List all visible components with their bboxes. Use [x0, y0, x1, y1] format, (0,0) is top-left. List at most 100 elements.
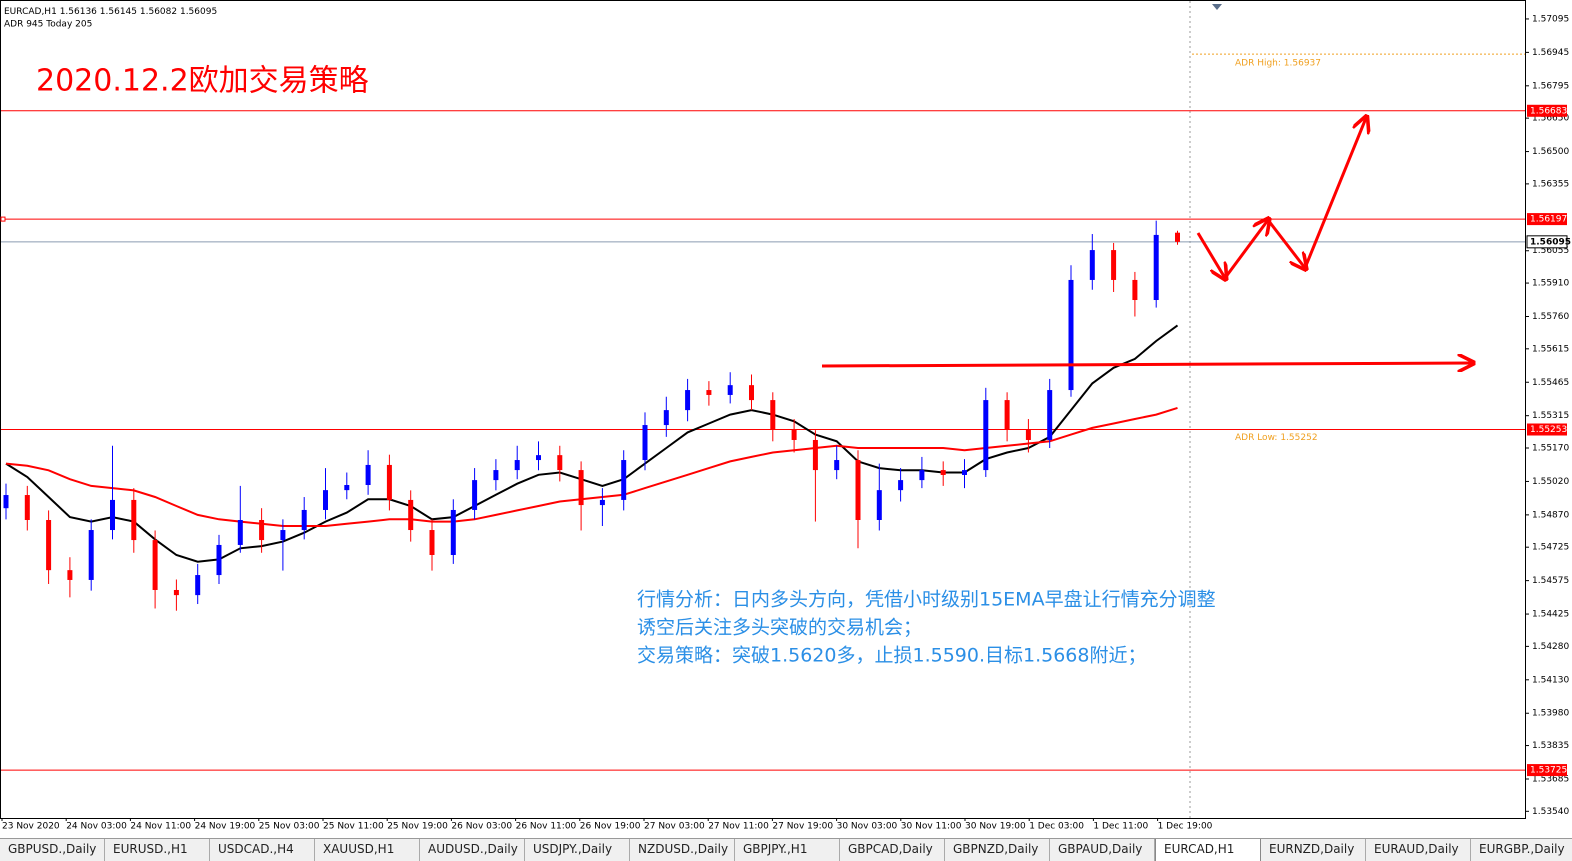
y-tick-label: 1.55910 [1532, 279, 1569, 289]
symbol-tab[interactable]: EURAUD,Daily [1366, 839, 1471, 861]
candle-body [216, 544, 222, 576]
scenario-leg [1266, 219, 1305, 268]
symbol-tab[interactable]: EURNZD,Daily [1261, 839, 1366, 861]
last-close: 1.56095 [180, 7, 217, 17]
candle-body [727, 385, 733, 395]
candle-body [1132, 279, 1138, 301]
candle-body [749, 385, 754, 401]
candle-body [280, 530, 286, 541]
x-tick-label: 26 Nov 19:00 [580, 822, 641, 832]
candle-body [706, 390, 712, 395]
header-symbol: EURCAD,H1 1.56136 1.56145 1.56082 1.5609… [4, 7, 217, 17]
y-tick-label: 1.55315 [1532, 411, 1569, 421]
candle-body [131, 499, 137, 541]
y-tick-label: 1.56945 [1532, 48, 1569, 58]
candle-body [173, 589, 179, 596]
scenario-leg [1223, 220, 1268, 279]
level-label: 1.55253 [1530, 425, 1567, 435]
candle-body [876, 490, 882, 520]
candle-body [344, 485, 350, 491]
symbol-tab[interactable]: USDCAD.,H4 [210, 839, 315, 861]
candle-body [301, 509, 307, 531]
level-label-bg [1527, 423, 1567, 436]
candle-body [940, 470, 946, 475]
x-tick-label: 26 Nov 03:00 [451, 822, 512, 832]
level-label-bg [1527, 764, 1567, 777]
x-tick-label: 25 Nov 19:00 [387, 822, 448, 832]
x-tick-label: 27 Nov 11:00 [708, 822, 769, 832]
x-tick-label: 24 Nov 19:00 [195, 822, 256, 832]
candle-body [237, 519, 243, 545]
candle-body [962, 470, 967, 475]
x-tick-label: 30 Nov 11:00 [901, 822, 962, 832]
candle-body [578, 470, 584, 506]
candle-body [3, 495, 9, 509]
analysis-line: 交易策略：突破1.5620多，止损1.5590.目标1.5668附近； [637, 645, 1147, 667]
symbol-tab[interactable]: EURUSD.,H1 [105, 839, 210, 861]
y-tick-label: 1.53685 [1532, 774, 1569, 784]
analysis-line: 行情分析：日内多头方向，凭借小时级别15EMA早盘让行情充分调整 [637, 589, 1216, 611]
candle-body [1004, 400, 1010, 430]
last-open: 1.56136 [60, 7, 97, 17]
x-tick-label: 27 Nov 19:00 [772, 822, 833, 832]
x-tick-label: 25 Nov 11:00 [323, 822, 384, 832]
y-tick-label: 1.54575 [1532, 576, 1569, 586]
candle-body [24, 495, 30, 520]
level-label-bg [1527, 104, 1567, 117]
level-label-bg [1527, 213, 1567, 226]
y-tick-label: 1.53980 [1532, 709, 1569, 719]
candle-body [1047, 390, 1053, 440]
candle-body [599, 499, 605, 506]
scenario-leg [1196, 232, 1225, 278]
symbol-tab[interactable]: GBPNZD,Daily [945, 839, 1050, 861]
x-tick-label: 27 Nov 03:00 [644, 822, 705, 832]
y-tick-label: 1.56055 [1532, 246, 1569, 256]
candle-body [67, 570, 73, 580]
breakout-arrow [821, 363, 1472, 366]
candle-body [791, 429, 797, 440]
symbol-tab[interactable]: GBPUSD.,Daily [0, 839, 105, 861]
chart: ADR High: 1.56937 ADR Low: 1.55252 EURCAD… [0, 0, 1571, 832]
candle-body [557, 455, 563, 471]
symbol-tab[interactable]: GBPCAD,Daily [840, 839, 945, 861]
symbol-tab[interactable]: NZDUSD.,Daily [630, 839, 735, 861]
candle-body [408, 499, 414, 531]
current-price-bg [1526, 235, 1568, 249]
symbol-tab[interactable]: XAUUSD,H1 [315, 839, 420, 861]
symbol-tabs: GBPUSD.,Daily EURUSD.,H1 USDCAD.,H4 XAUUSD,… [0, 838, 1572, 861]
candle-body [46, 519, 52, 571]
candle-body [195, 575, 201, 596]
adr-high-label: ADR High: 1.56937 [1235, 59, 1321, 69]
y-tick-label: 1.56650 [1532, 114, 1569, 124]
candle-body [621, 460, 627, 500]
candle-body [898, 480, 904, 491]
x-tick-label: 25 Nov 03:00 [259, 822, 320, 832]
scenario-path [1196, 118, 1366, 279]
x-tick-label: 1 Dec 11:00 [1093, 822, 1148, 832]
y-tick-label: 1.53540 [1532, 807, 1569, 817]
moving-average [5, 406, 1178, 527]
x-tick-label: 23 Nov 2020 [2, 822, 60, 832]
symbol-tab[interactable]: GBPJPY.,H1 [735, 839, 840, 861]
candle-body [834, 460, 840, 471]
candle-body [450, 509, 456, 555]
analysis: 行情分析：日内多头方向，凭借小时级别15EMA早盘让行情充分调整 诱空后关注多头… [637, 589, 1216, 667]
symbol-tab[interactable]: EURCAD,H1 [1155, 839, 1261, 861]
candle-body [663, 410, 669, 426]
last-low: 1.56082 [140, 7, 177, 17]
candle-body [1111, 250, 1117, 280]
candle-body [642, 425, 648, 461]
y-tick-label: 1.54425 [1532, 610, 1569, 620]
plot-frame [0, 0, 1526, 819]
y-tick-label: 1.54130 [1532, 675, 1569, 685]
symbol-tab[interactable]: AUDUSD.,Daily [420, 839, 525, 861]
x-tick-label: 1 Dec 03:00 [1029, 822, 1084, 832]
candle-body [323, 490, 328, 510]
symbol-tab[interactable]: EURGBP.,Daily [1471, 839, 1572, 861]
candle-body [983, 400, 989, 471]
adr-low-label: ADR Low: 1.55252 [1235, 433, 1318, 443]
symbol-tab[interactable]: GBPAUD,Daily [1050, 839, 1155, 861]
y-tick-label: 1.55465 [1532, 378, 1569, 388]
candle-body [855, 460, 861, 520]
symbol-tab[interactable]: USDJPY.,Daily [525, 839, 630, 861]
